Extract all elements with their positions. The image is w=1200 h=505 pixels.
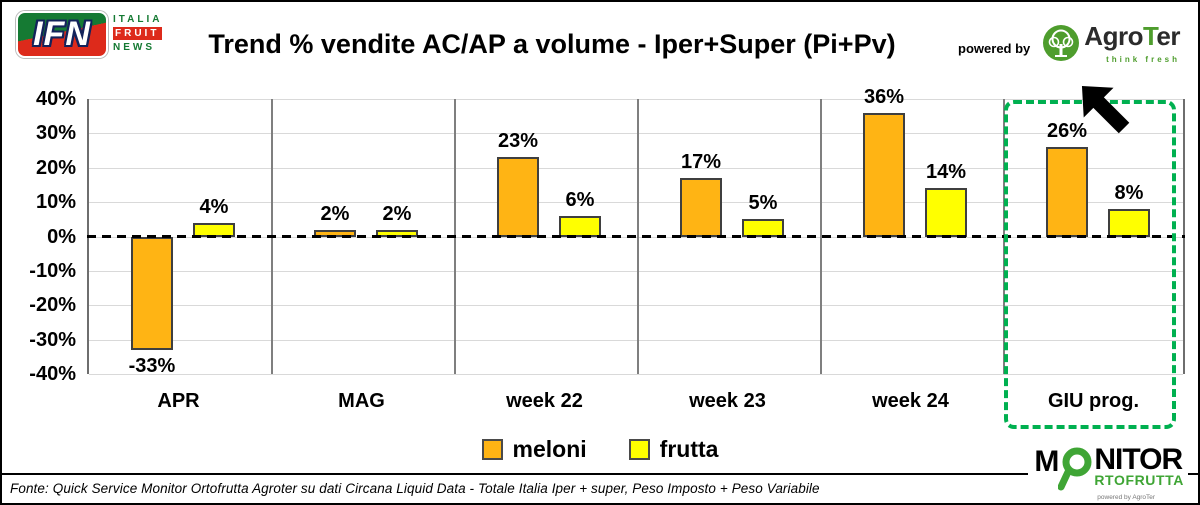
y-tick-label: -20% xyxy=(29,294,76,317)
agroter-logo: AgroTer think fresh xyxy=(1042,21,1180,72)
gridline xyxy=(89,305,1183,307)
gridline xyxy=(89,270,1183,272)
legend-item-frutta: frutta xyxy=(628,436,719,463)
x-axis-label-week-24: week 24 xyxy=(872,390,949,412)
zero-line xyxy=(87,235,1185,238)
bar-meloni-week-24 xyxy=(863,112,905,237)
y-tick-label: 0% xyxy=(47,225,76,248)
monitor-m-text: M xyxy=(1034,445,1059,478)
y-tick-label: 20% xyxy=(35,156,76,179)
y-tick-label: -10% xyxy=(29,259,76,282)
y-tick-label: -40% xyxy=(29,363,76,385)
x-axis-labels: APR MAG week 22 week 23 week 24 GIU prog. xyxy=(87,390,1185,413)
y-tick-label: 40% xyxy=(35,88,76,110)
bar-meloni-week-23 xyxy=(680,178,722,237)
bar-frutta-week-22 xyxy=(559,215,601,237)
source-note: Fonte: Quick Service Monitor Ortofrutta … xyxy=(10,481,820,496)
gridline xyxy=(89,202,1183,204)
ifn-logo-wordmark: ITALIA FRUIT NEWS xyxy=(113,11,163,54)
monitor-nitor-text: NITOR xyxy=(1094,443,1183,476)
legend-swatch-meloni xyxy=(481,439,503,460)
bar-meloni-GIU-prog- xyxy=(1046,147,1088,237)
ifn-fruit-text: FRUIT xyxy=(113,27,163,40)
magnifier-icon xyxy=(1058,447,1092,491)
highlight-arrow-icon xyxy=(1081,85,1130,134)
legend: meloni frutta xyxy=(2,436,1198,463)
monitor-rtofrutta-text: RTOFRUTTA xyxy=(1094,472,1184,488)
value-label-frutta-GIU-prog-: 8% xyxy=(1114,182,1144,204)
ifn-news-text: NEWS xyxy=(113,42,155,53)
gridline xyxy=(89,167,1183,169)
powered-by-label: powered by xyxy=(958,40,1031,56)
monitor-powered-text: powered by AgroTer xyxy=(1097,494,1156,501)
bar-meloni-week-22 xyxy=(497,157,539,237)
page-title: Trend % vendite AC/AP a volume - Iper+Su… xyxy=(208,29,896,59)
x-axis-label-week-23: week 23 xyxy=(689,390,766,412)
value-label-meloni-GIU-prog-: 26% xyxy=(1046,120,1088,143)
gridline xyxy=(89,99,1183,100)
gridline xyxy=(89,374,1183,375)
ifn-logo: IFN ITALIA FRUIT NEWS xyxy=(16,11,163,58)
monitor-logo-col: NITOR RTOFRUTTA xyxy=(1094,443,1184,488)
footer-divider xyxy=(2,473,1198,475)
value-label-frutta-week-23: 5% xyxy=(748,192,778,215)
value-label-frutta-week-24: 14% xyxy=(925,161,967,184)
legend-label-frutta: frutta xyxy=(659,436,719,462)
value-label-meloni-week-22: 23% xyxy=(497,130,539,153)
ifn-badge-text: IFN xyxy=(33,15,91,53)
value-label-meloni-week-23: 17% xyxy=(680,151,722,174)
y-tick-label: 30% xyxy=(35,122,76,145)
highlight-box-giu-prog xyxy=(1004,100,1176,429)
legend-item-meloni: meloni xyxy=(481,436,587,463)
x-axis-label-GIU-prog-: GIU prog. xyxy=(1047,390,1140,412)
agroter-tree-icon xyxy=(1043,25,1080,61)
legend-swatch-frutta xyxy=(628,439,650,460)
x-axis-label-week-22: week 22 xyxy=(506,390,583,412)
bar-frutta-week-23 xyxy=(742,219,784,237)
monitor-ortofrutta-logo: M NITOR RTOFRUTTA powered by AgroTer xyxy=(1028,445,1188,501)
y-tick-label: 10% xyxy=(35,191,76,214)
gridline xyxy=(89,339,1183,341)
powered-by-block: powered by AgroTer think fresh xyxy=(958,21,1180,72)
monitor-logo-row: M NITOR RTOFRUTTA xyxy=(1034,443,1184,493)
legend-label-meloni: meloni xyxy=(512,436,587,462)
plot-area: -33% 4% 2% 2% 23% 6% 17% 5% 36% 14% 26% 8% xyxy=(87,86,1185,377)
x-axis-label-APR: APR xyxy=(157,390,200,412)
value-label-meloni-MAG: 2% xyxy=(320,202,350,225)
value-label-frutta-week-22: 6% xyxy=(565,188,595,211)
bar-frutta-week-24 xyxy=(925,188,967,237)
value-label-meloni-APR: -33% xyxy=(128,354,176,377)
agroter-wordmark: AgroTer think fresh xyxy=(1084,21,1180,72)
value-label-frutta-APR: 4% xyxy=(199,195,229,218)
ifn-badge: IFN xyxy=(16,11,108,58)
bar-meloni-APR xyxy=(131,236,173,350)
ifn-italia-text: ITALIA xyxy=(113,14,163,25)
value-label-meloni-week-24: 36% xyxy=(863,85,905,108)
x-axis-label-MAG: MAG xyxy=(338,390,385,412)
gridline xyxy=(89,133,1183,135)
agroter-name: AgroTer xyxy=(1084,21,1180,51)
y-tick-label: -30% xyxy=(29,328,76,351)
value-label-frutta-MAG: 2% xyxy=(382,202,412,225)
agroter-tagline: think fresh xyxy=(1106,55,1180,64)
